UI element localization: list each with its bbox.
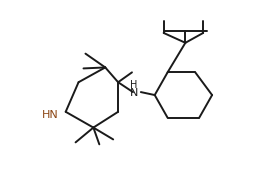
Text: N: N xyxy=(130,88,138,98)
Text: H: H xyxy=(130,80,138,90)
Text: HN: HN xyxy=(42,110,59,120)
